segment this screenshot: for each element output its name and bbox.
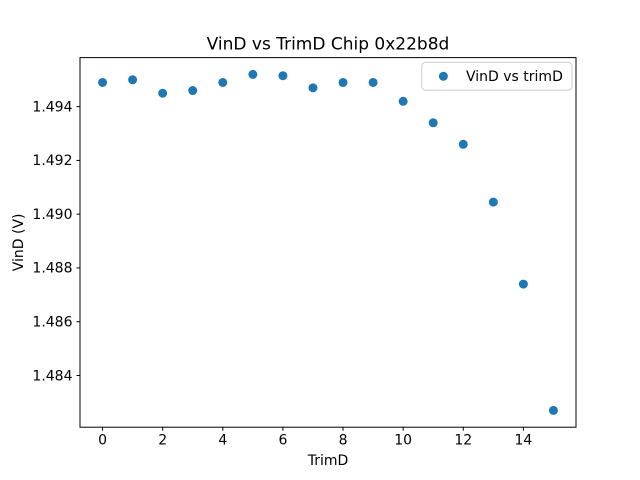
legend-marker-icon bbox=[438, 71, 448, 81]
data-point bbox=[398, 96, 408, 106]
data-point bbox=[488, 197, 498, 207]
x-tick-label: 2 bbox=[158, 433, 167, 449]
data-point bbox=[188, 86, 198, 96]
axes: 0 2 4 6 8 10 12 14 1.484 1.486 1.488 1.490 1.492 1.49… bbox=[32, 57, 577, 449]
data-point bbox=[158, 88, 168, 98]
data-point bbox=[548, 405, 558, 415]
y-tick-label: 1.484 bbox=[32, 368, 72, 384]
y-tick-label: 1.486 bbox=[32, 314, 72, 330]
legend-label: VinD vs trimD bbox=[466, 69, 563, 85]
data-point bbox=[98, 77, 108, 87]
data-point bbox=[308, 83, 318, 93]
x-tick-label: 4 bbox=[218, 433, 227, 449]
data-point bbox=[518, 279, 528, 289]
data-point bbox=[338, 77, 348, 87]
x-axis-label: TrimD bbox=[307, 453, 349, 469]
x-tick-label: 6 bbox=[278, 433, 287, 449]
y-tick-label: 1.494 bbox=[32, 99, 72, 115]
data-point bbox=[248, 69, 258, 79]
data-point bbox=[458, 139, 468, 149]
data-point bbox=[128, 75, 138, 85]
data-point bbox=[218, 77, 228, 87]
y-tick-label: 1.488 bbox=[32, 261, 72, 277]
legend: VinD vs trimD bbox=[421, 61, 573, 91]
data-point bbox=[368, 77, 378, 87]
x-tick-label: 14 bbox=[514, 433, 532, 449]
x-tick-label: 10 bbox=[394, 433, 412, 449]
chart-title: VinD vs TrimD Chip 0x22b8d bbox=[207, 35, 450, 55]
x-tick-label: 8 bbox=[339, 433, 348, 449]
data-point bbox=[278, 71, 288, 81]
data-points-group bbox=[98, 69, 558, 415]
plot-frame bbox=[79, 57, 577, 428]
y-axis-label: VinD (V) bbox=[11, 214, 27, 272]
x-tick-label: 12 bbox=[454, 433, 472, 449]
y-tick-label: 1.490 bbox=[32, 207, 72, 223]
x-tick-label: 0 bbox=[98, 433, 107, 449]
y-tick-label: 1.492 bbox=[32, 153, 72, 169]
data-point bbox=[428, 118, 438, 128]
legend-box bbox=[421, 61, 573, 91]
